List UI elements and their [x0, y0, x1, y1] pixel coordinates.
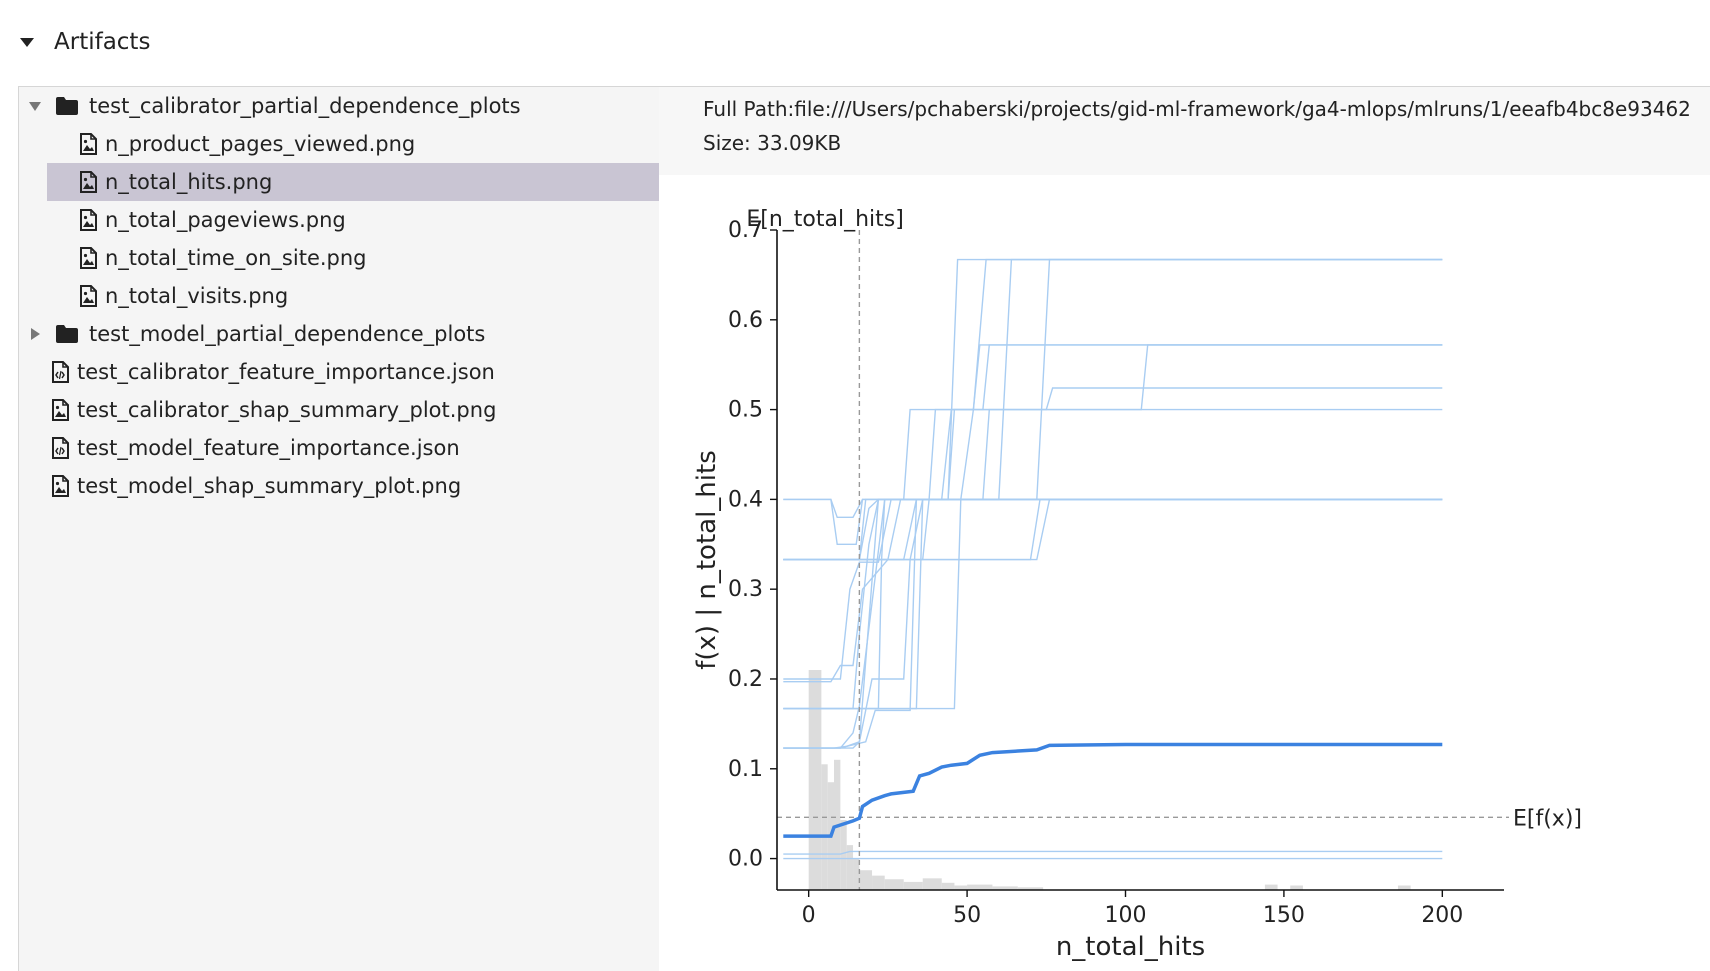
y-tick-label: 0.2: [728, 667, 763, 692]
file-test-calibrator-shap-summary-plot-png[interactable]: test_calibrator_shap_summary_plot.png: [19, 391, 659, 429]
ice-curve: [783, 850, 1443, 855]
file-n-total-time-on-site-png[interactable]: n_total_time_on_site.png: [19, 239, 659, 277]
file-test-model-feature-importance-json[interactable]: test_model_feature_importance.json: [19, 429, 659, 467]
x-axis-label: n_total_hits: [1056, 932, 1205, 962]
x-tick-label: 50: [953, 903, 981, 928]
code-file-icon: [51, 361, 69, 383]
code-file-icon: [51, 437, 69, 459]
file-n-total-hits-png[interactable]: n_total_hits.png: [47, 163, 659, 201]
file-test-calibrator-feature-importance-json[interactable]: test_calibrator_feature_importance.json: [19, 353, 659, 391]
histogram-bar: [992, 886, 1018, 890]
expanded-icon[interactable]: [29, 101, 41, 111]
histogram-bar: [1017, 887, 1044, 890]
tree-item-label: test_calibrator_shap_summary_plot.png: [77, 398, 497, 422]
artifact-tree: test_calibrator_partial_dependence_plots…: [19, 87, 659, 971]
y-tick-label: 0.5: [728, 398, 763, 423]
expected-fx-annotation: E[f(x)]: [1513, 806, 1582, 831]
ice-curve: [783, 258, 1443, 710]
histogram-bar: [967, 884, 993, 890]
ice-curves: [783, 258, 1443, 860]
x-tick-label: 200: [1421, 903, 1463, 928]
mean-curve: [783, 742, 1443, 838]
histogram-bar: [859, 870, 873, 890]
tree-item-label: n_product_pages_viewed.png: [105, 132, 416, 156]
folder-icon: [55, 324, 79, 344]
size-text: Size: 33.09KB: [703, 131, 842, 155]
histogram-bar: [941, 882, 955, 890]
full-path-text: Full Path:file:///Users/pchaberski/proje…: [703, 97, 1691, 121]
tree-item-label: n_total_pageviews.png: [105, 208, 346, 232]
file-n-product-pages-viewed-png[interactable]: n_product_pages_viewed.png: [19, 125, 659, 163]
histogram-bar: [954, 885, 968, 890]
y-tick-label: 0.6: [728, 308, 763, 333]
artifact-meta: Full Path:file:///Users/pchaberski/proje…: [659, 87, 1710, 175]
section-title: Artifacts: [54, 29, 151, 55]
y-tick-label: 0.7: [728, 218, 763, 243]
tree-item-label: test_calibrator_partial_dependence_plots: [89, 94, 521, 118]
y-tick-label: 0.3: [728, 577, 763, 602]
histogram-bar: [903, 881, 923, 890]
x-tick-label: 0: [802, 903, 816, 928]
caret-down-icon: [20, 37, 34, 47]
artifacts-section-toggle[interactable]: Artifacts: [16, 22, 316, 62]
folder-test-calibrator-partial-dependence-plots[interactable]: test_calibrator_partial_dependence_plots: [19, 87, 659, 125]
y-tick-label: 0.0: [728, 847, 763, 872]
ice-curve: [783, 258, 1443, 710]
tree-item-label: test_calibrator_feature_importance.json: [77, 360, 495, 384]
histogram-bar: [1397, 885, 1411, 890]
image-file-icon: [79, 247, 97, 269]
ice-curve: [783, 498, 1443, 680]
tree-item-label: n_total_hits.png: [105, 170, 273, 194]
folder-test-model-partial-dependence-plots[interactable]: test_model_partial_dependence_plots: [19, 315, 659, 353]
x-tick-label: 150: [1263, 903, 1305, 928]
histogram-bar: [1264, 884, 1278, 890]
image-file-icon: [51, 475, 69, 497]
tree-item-label: n_total_time_on_site.png: [105, 246, 367, 270]
tree-item-label: n_total_visits.png: [105, 284, 289, 308]
x-tick-label: 100: [1105, 903, 1147, 928]
histogram-bar: [1290, 885, 1303, 890]
image-file-icon: [79, 285, 97, 307]
folder-icon: [55, 96, 79, 116]
histogram-bar: [808, 670, 822, 890]
image-file-icon: [51, 399, 69, 421]
artifact-detail: Full Path:file:///Users/pchaberski/proje…: [659, 87, 1710, 971]
ice-curve: [783, 344, 1443, 749]
image-file-icon: [79, 209, 97, 231]
file-n-total-pageviews-png[interactable]: n_total_pageviews.png: [19, 201, 659, 239]
image-file-icon: [79, 133, 97, 155]
file-n-total-visits-png[interactable]: n_total_visits.png: [19, 277, 659, 315]
histogram-bar: [853, 858, 860, 890]
histogram-bar: [872, 875, 885, 890]
expected-x-annotation: E[n_total_hits]: [746, 207, 903, 232]
tree-item-label: test_model_feature_importance.json: [77, 436, 460, 460]
y-tick-label: 0.1: [728, 757, 763, 782]
ice-curve: [783, 387, 1443, 683]
partial-dependence-chart: 0.0 0.1 0.2 0.3 0.4 0.5 0.6 0.7 0 50 100 150 200 n_to…: [692, 207, 1582, 962]
histogram-bar: [846, 845, 854, 890]
ice-curve: [783, 344, 1443, 710]
collapsed-icon[interactable]: [31, 328, 40, 340]
image-file-icon: [79, 171, 97, 193]
file-test-model-shap-summary-plot-png[interactable]: test_model_shap_summary_plot.png: [19, 467, 659, 505]
y-tick-label: 0.4: [728, 487, 763, 512]
ice-curve: [783, 258, 1443, 749]
histogram-bar: [821, 764, 828, 890]
histogram-bar: [922, 878, 942, 890]
y-axis-label: f(x) | n_total_hits: [692, 450, 722, 670]
artifacts-panel: test_calibrator_partial_dependence_plots…: [18, 86, 1710, 971]
histogram-bar: [884, 879, 904, 890]
histogram-bars: [808, 670, 1411, 890]
tree-item-label: test_model_partial_dependence_plots: [89, 322, 486, 346]
tree-item-label: test_model_shap_summary_plot.png: [77, 474, 462, 498]
ice-curve: [783, 258, 1443, 749]
histogram-bar: [840, 819, 847, 890]
